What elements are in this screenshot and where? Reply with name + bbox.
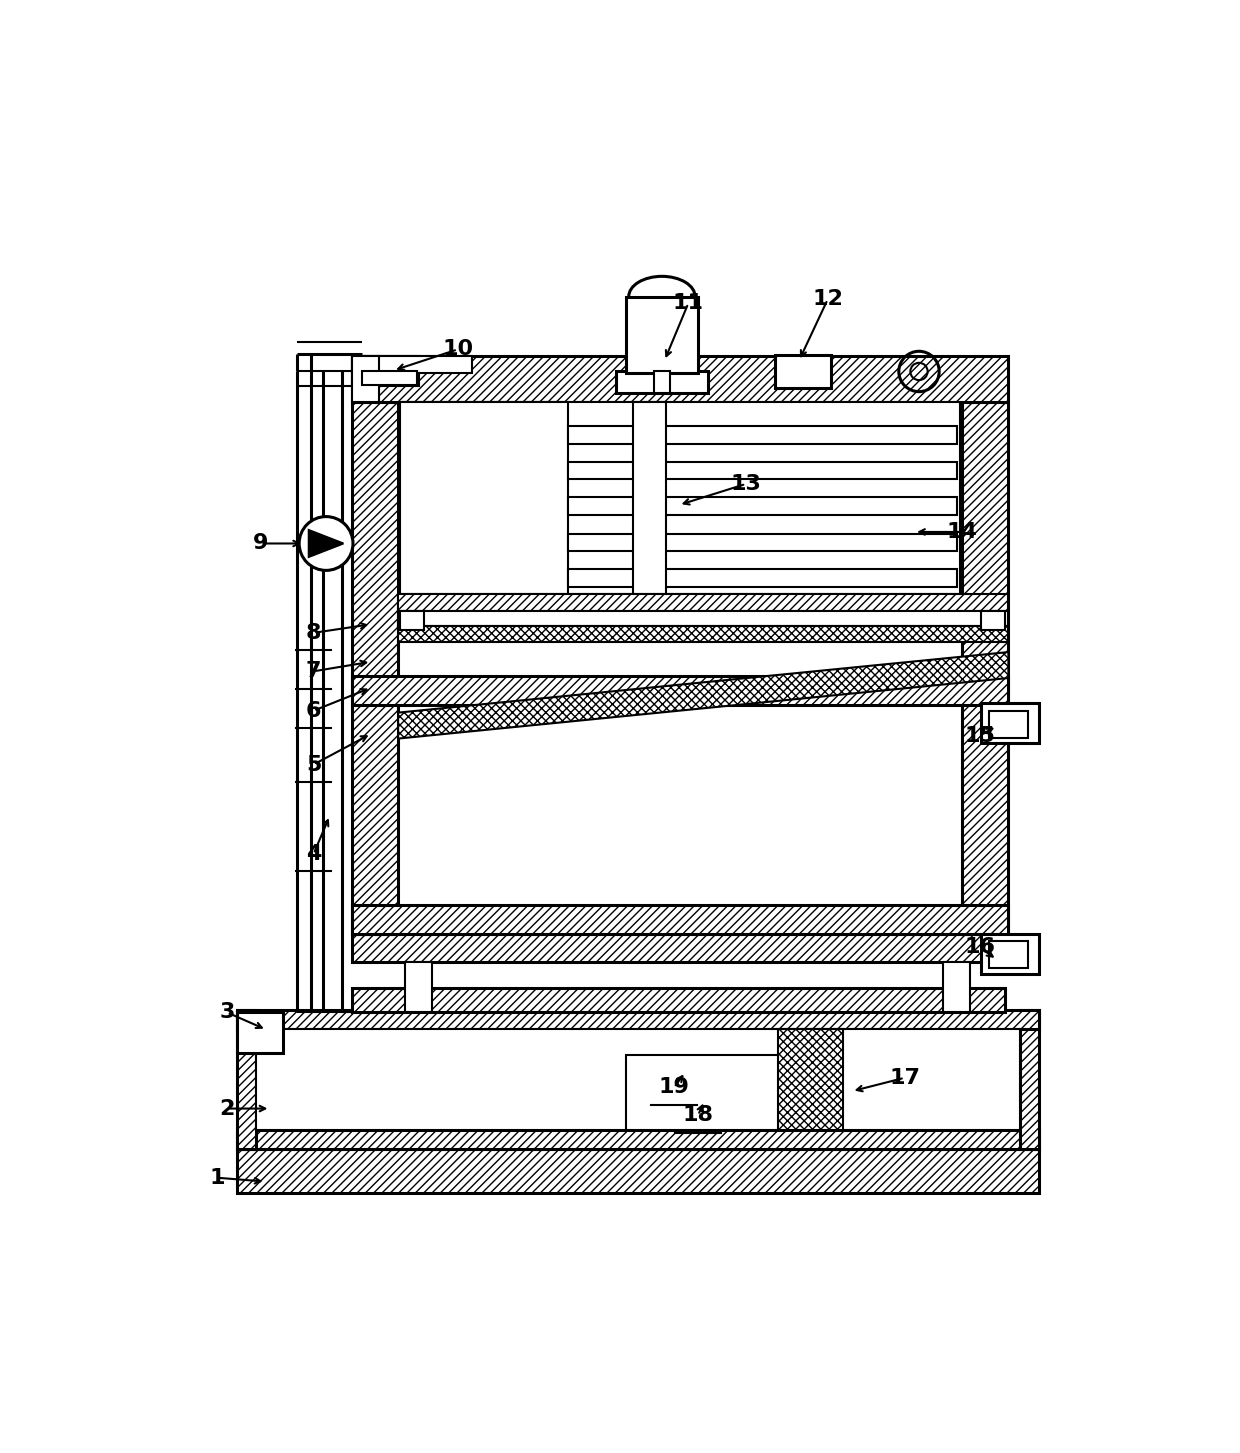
Text: 19: 19 (658, 1078, 689, 1097)
Bar (568, 570, 957, 587)
Text: 1: 1 (210, 1168, 226, 1187)
Bar (568, 462, 957, 479)
Bar (398, 594, 1008, 610)
Bar (237, 1149, 1039, 1193)
Bar (237, 1010, 1039, 1029)
Bar (982, 703, 1039, 744)
Text: 14: 14 (947, 522, 977, 542)
Bar (237, 1013, 283, 1053)
Bar (401, 402, 568, 594)
Bar (632, 402, 666, 594)
Bar (255, 1029, 1019, 1129)
Bar (990, 942, 1028, 968)
Bar (616, 372, 708, 392)
Bar (990, 711, 1028, 738)
Text: 11: 11 (673, 294, 704, 314)
Text: 2: 2 (219, 1098, 234, 1119)
Bar (352, 988, 1006, 1013)
Bar (568, 497, 957, 514)
Text: 12: 12 (812, 289, 843, 309)
Bar (362, 372, 418, 385)
Bar (568, 533, 957, 551)
Text: 7: 7 (306, 661, 321, 681)
Text: 4: 4 (306, 844, 321, 865)
Text: 8: 8 (306, 623, 321, 642)
Bar (398, 610, 1008, 626)
Bar (401, 402, 960, 594)
Bar (777, 1029, 843, 1129)
Text: 18: 18 (682, 1106, 713, 1125)
Bar (237, 1129, 1039, 1149)
Bar (982, 610, 1006, 631)
Bar (1019, 1010, 1039, 1149)
Bar (352, 356, 472, 373)
Text: 9: 9 (253, 533, 268, 554)
Bar (398, 626, 1008, 642)
Bar (401, 610, 424, 631)
Bar (655, 372, 670, 392)
Bar (626, 296, 698, 373)
Bar (237, 1010, 255, 1149)
Bar (352, 905, 1008, 934)
Text: 10: 10 (443, 340, 474, 359)
Bar (352, 356, 1008, 402)
Text: 15: 15 (965, 725, 994, 745)
Bar (775, 355, 831, 388)
Bar (942, 962, 970, 1013)
Bar (568, 426, 957, 443)
Bar (352, 356, 379, 402)
Polygon shape (309, 530, 343, 556)
Bar (352, 676, 1008, 705)
Bar (352, 402, 398, 934)
Text: 6: 6 (306, 700, 321, 721)
Text: 3: 3 (219, 1003, 234, 1023)
Text: 16: 16 (963, 937, 994, 958)
Bar (404, 962, 432, 1013)
Bar (962, 402, 1008, 934)
Circle shape (299, 517, 353, 571)
Text: 13: 13 (730, 474, 761, 494)
Bar (352, 356, 419, 386)
Polygon shape (398, 652, 1008, 738)
Bar (626, 1055, 777, 1129)
Bar (982, 934, 1039, 974)
Text: 17: 17 (889, 1068, 920, 1088)
Bar (352, 934, 1006, 962)
Text: 5: 5 (306, 754, 321, 774)
